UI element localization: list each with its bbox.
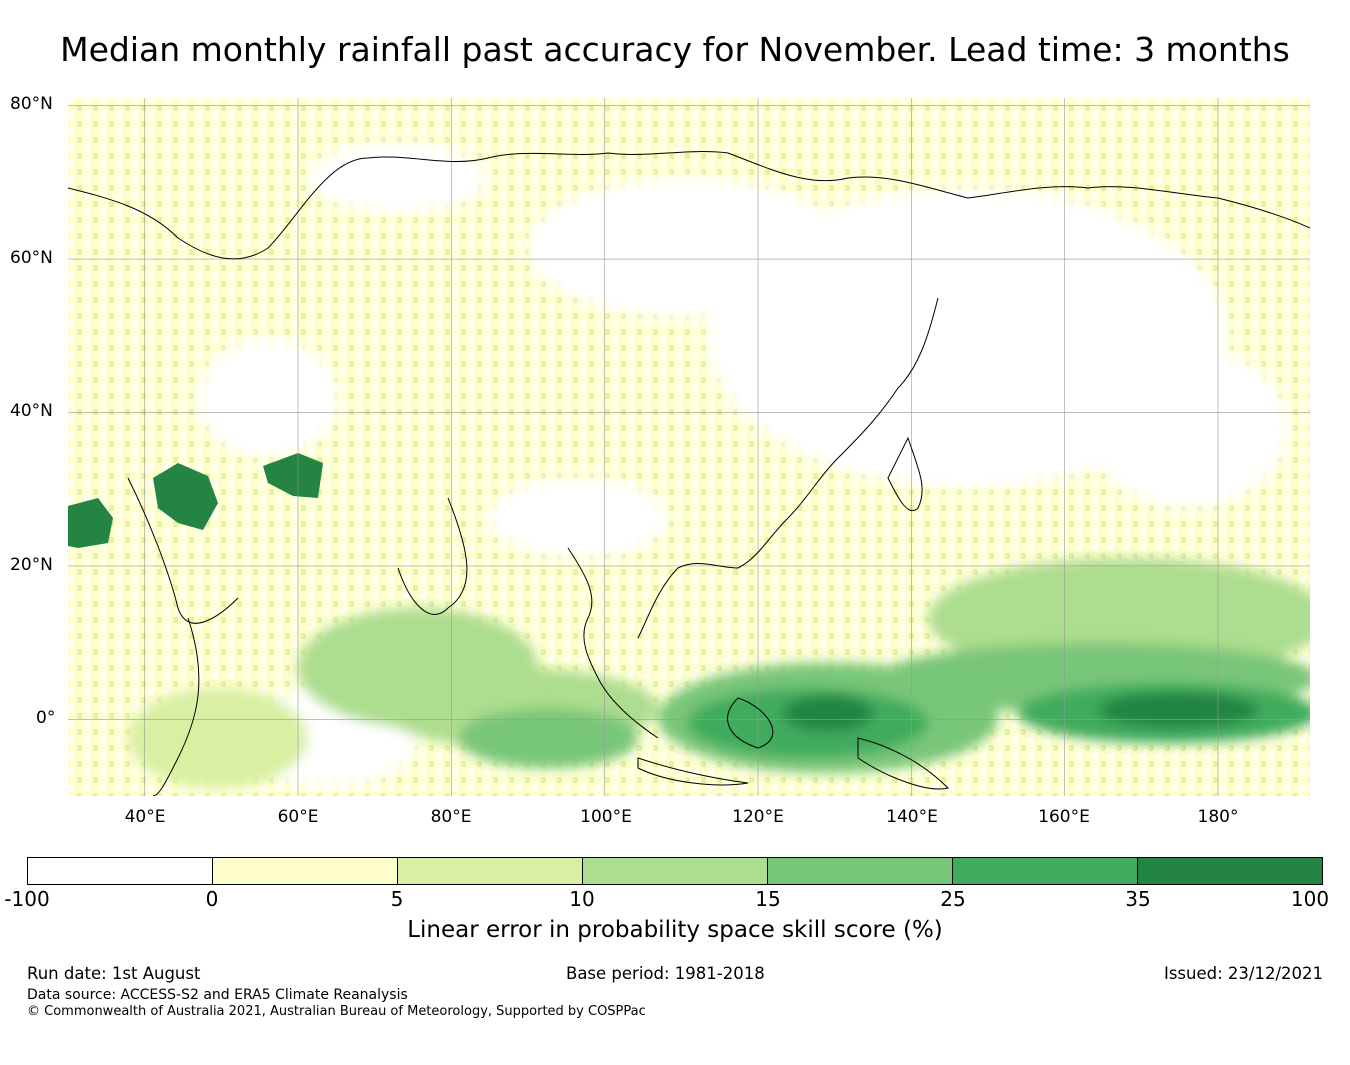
skill-score-map <box>67 98 1328 797</box>
colorbar-segment-6 <box>953 858 1138 884</box>
colorbar-segment-3 <box>398 858 583 884</box>
lat-label-20n: 20°N <box>10 555 53 575</box>
white-region-north <box>308 143 488 213</box>
dark-patch-red-sea <box>68 498 113 548</box>
copyright-notice: © Commonwealth of Australia 2021, Austra… <box>27 1004 646 1019</box>
run-date: Run date: 1st August <box>27 964 201 983</box>
colorbar-segment-4 <box>583 858 768 884</box>
colorbar-title: Linear error in probability space skill … <box>407 917 943 943</box>
darkest-region-sulawesi <box>783 695 873 731</box>
issued-date: Issued: 23/12/2021 <box>1163 964 1323 983</box>
lat-label-40n: 40°N <box>10 401 53 421</box>
green-region-e-indian <box>458 708 638 768</box>
lon-label-160e: 160°E <box>1038 807 1090 827</box>
dark-patch-iran <box>263 453 323 498</box>
lat-label-0: 0° <box>36 708 56 728</box>
white-region-pacific <box>1088 348 1288 508</box>
colorbar-segment-1 <box>28 858 213 884</box>
colorbar-segment-2 <box>213 858 398 884</box>
lon-label-80e: 80°E <box>430 807 472 827</box>
lat-label-60n: 60°N <box>10 248 53 268</box>
map-title: Median monthly rainfall past accuracy fo… <box>60 30 1290 69</box>
colorbar-tick-5: 5 <box>390 887 404 911</box>
colorbar-tick-25: 25 <box>940 887 966 911</box>
colorbar-tick-100: 100 <box>1290 887 1330 911</box>
colorbar-tick-minus100: -100 <box>4 887 50 911</box>
base-period: Base period: 1981-2018 <box>566 964 765 983</box>
colorbar-tick-10: 10 <box>569 887 595 911</box>
colorbar <box>27 857 1323 885</box>
colorbar-segment-5 <box>768 858 953 884</box>
coastlines <box>67 151 1311 797</box>
colorbar-tick-35: 35 <box>1125 887 1151 911</box>
lon-label-120e: 120°E <box>732 807 784 827</box>
white-region-siberia <box>528 178 848 318</box>
green-region-e-africa <box>128 688 308 788</box>
white-region-caspian <box>198 338 338 458</box>
map-panel <box>67 98 1328 797</box>
lon-label-60e: 60°E <box>277 807 319 827</box>
darkest-region-central-pacific <box>1098 692 1258 728</box>
colorbar-tick-0: 0 <box>205 887 219 911</box>
colorbar-tick-15: 15 <box>755 887 781 911</box>
lon-label-40e: 40°E <box>124 807 166 827</box>
data-source: Data source: ACCESS-S2 and ERA5 Climate … <box>27 987 408 1003</box>
white-region-china <box>488 478 668 558</box>
dark-patch-iraq <box>153 463 218 530</box>
lon-label-100e: 100°E <box>580 807 632 827</box>
lat-label-80n: 80°N <box>10 94 53 114</box>
lon-label-140e: 140°E <box>886 807 938 827</box>
lon-label-180: 180° <box>1197 807 1239 827</box>
colorbar-segment-7 <box>1138 858 1322 884</box>
